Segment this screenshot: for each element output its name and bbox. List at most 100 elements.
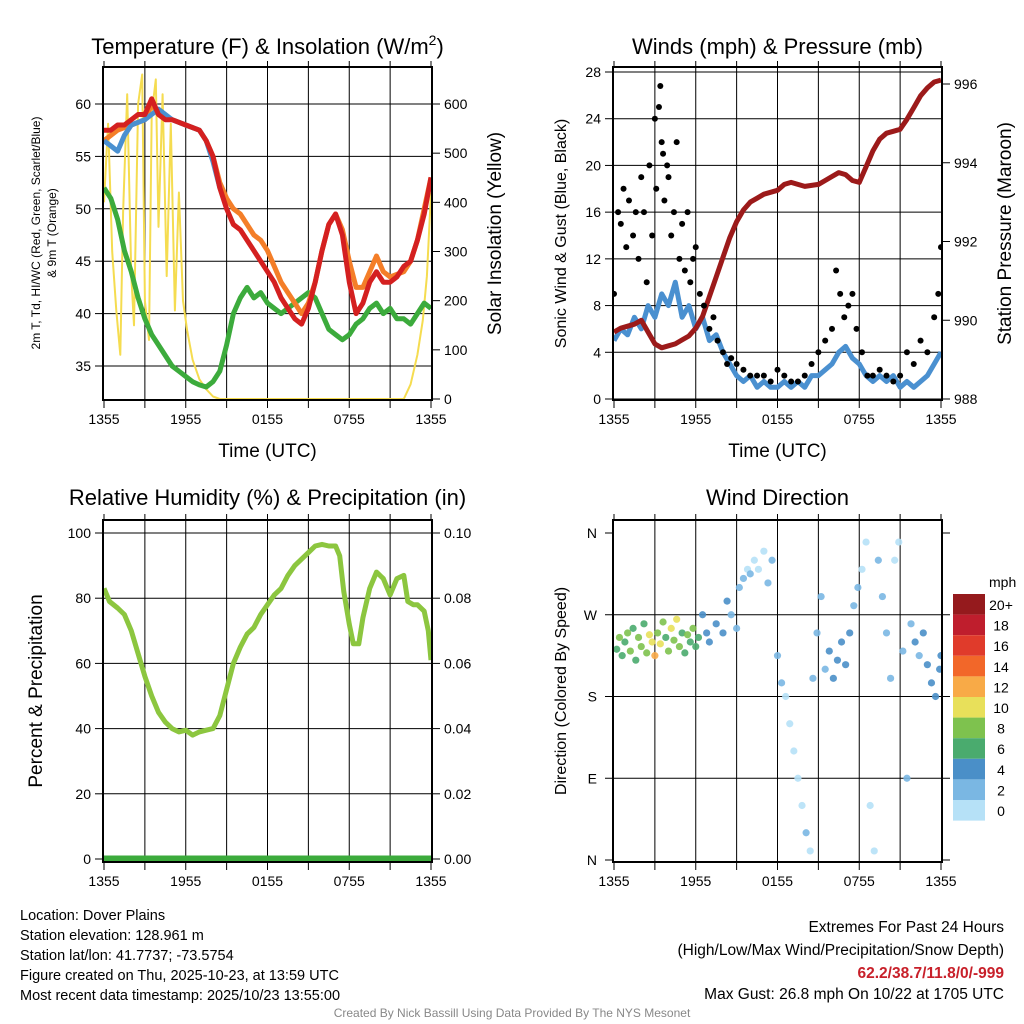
direction-point xyxy=(777,679,786,687)
series-relative-humidity xyxy=(103,541,432,738)
y2-tick-label: 0.00 xyxy=(444,851,471,867)
direction-point xyxy=(733,624,741,632)
direction-point xyxy=(643,649,651,657)
direction-point xyxy=(919,629,927,637)
gust-point xyxy=(808,360,815,367)
direction-point xyxy=(705,638,713,646)
gust-point xyxy=(883,372,890,379)
x-tick-label: 0155 xyxy=(762,411,793,427)
gust-point xyxy=(788,378,795,385)
direction-point xyxy=(686,638,694,646)
direction-point xyxy=(735,583,743,592)
y2-tick-label: 300 xyxy=(444,244,468,260)
wind-direction-points xyxy=(613,538,942,855)
direction-point xyxy=(862,538,870,546)
y-tick-label: 28 xyxy=(585,64,601,80)
gust-point xyxy=(858,349,865,356)
direction-point xyxy=(659,618,667,626)
gust-point xyxy=(710,314,717,321)
legend-swatch xyxy=(953,758,985,780)
title-end: ) xyxy=(436,34,443,59)
gust-point xyxy=(620,185,627,192)
legend-label: 16 xyxy=(993,638,1009,654)
x-axis-label: Time (UTC) xyxy=(218,441,317,462)
gust-point xyxy=(720,349,726,356)
direction-point xyxy=(773,652,782,660)
gust-point xyxy=(615,209,622,216)
direction-point xyxy=(878,592,887,601)
legend-swatch xyxy=(953,697,985,718)
direction-point xyxy=(689,624,697,632)
gust-point xyxy=(747,372,754,379)
y-tick-label: 20 xyxy=(75,786,91,802)
x-tick-label: 1355 xyxy=(925,873,956,889)
y-tick-label: 4 xyxy=(593,344,601,360)
x-tick-label: 0155 xyxy=(252,873,283,889)
direction-point xyxy=(850,602,858,610)
panel-humidity: Relative Humidity (%) & Precipitation (i… xyxy=(26,485,471,889)
gust-point xyxy=(815,349,822,356)
direction-point xyxy=(817,592,825,601)
direction-point xyxy=(907,620,915,628)
x-tick-label: 1355 xyxy=(598,873,629,889)
direction-point xyxy=(760,547,768,555)
direction-point xyxy=(802,829,810,837)
gust-point xyxy=(837,290,844,297)
y2-tick-label: 0 xyxy=(444,391,452,407)
legend-label: 14 xyxy=(993,659,1009,675)
y-tick-label: N xyxy=(587,852,597,868)
y-axis-label-line1: 2m T, Td, HI/WC (Red, Green, Scarlet/Blu… xyxy=(29,117,43,350)
gust-point xyxy=(733,360,740,367)
recent-data-text: Most recent data timestamp: 2025/10/23 1… xyxy=(20,988,341,1004)
y2-tick-label: 988 xyxy=(954,391,978,407)
direction-point xyxy=(624,629,632,637)
direction-point xyxy=(829,674,837,682)
direction-point xyxy=(833,656,842,664)
y2-tick-label: 0.08 xyxy=(444,590,471,606)
direction-point xyxy=(903,774,911,782)
direction-point xyxy=(632,656,640,664)
legend-label: 10 xyxy=(993,700,1009,716)
y-axis-label-line2: & 9m T (Orange) xyxy=(45,188,59,278)
y-tick-label: W xyxy=(584,607,598,623)
direction-point xyxy=(858,565,866,573)
x-tick-label: 1355 xyxy=(415,411,446,427)
y-tick-label: 16 xyxy=(585,204,601,220)
y-tick-label: 80 xyxy=(75,590,91,606)
speed-legend: mph 20+ 18 16 14 12 10 8 6 4 2 0 xyxy=(953,574,1016,821)
gust-point xyxy=(684,209,691,216)
title-main: Temperature (F) & Insolation (W/m xyxy=(91,34,428,59)
direction-point xyxy=(692,642,700,651)
direction-point xyxy=(937,652,942,660)
y-tick-label: 40 xyxy=(75,306,91,322)
gust-point xyxy=(724,360,731,367)
legend-swatch xyxy=(953,635,985,656)
panel-winds: Winds (mph) & Pressure (mb) 1355 1955 0155 0… xyxy=(553,34,1016,462)
direction-point xyxy=(837,638,846,646)
extremes-subtitle: (High/Low/Max Wind/Precipitation/Snow De… xyxy=(677,942,1005,959)
gust-point xyxy=(864,372,871,379)
series-station-pressure xyxy=(613,77,942,351)
direction-point xyxy=(813,629,821,637)
legend-label: 2 xyxy=(997,782,1005,798)
x-tick-label: 1355 xyxy=(598,411,629,427)
legend-label: 6 xyxy=(997,741,1005,757)
direction-point xyxy=(825,647,833,655)
direction-point xyxy=(746,570,754,578)
gust-point xyxy=(623,244,630,251)
gust-point xyxy=(676,255,683,262)
gust-point xyxy=(658,139,665,146)
y2-axis-label: Solar Insolation (Yellow) xyxy=(485,132,506,335)
x-tick-label: 0755 xyxy=(844,411,875,427)
gust-point xyxy=(632,209,639,216)
y-axis-label: Percent & Precipitation xyxy=(26,594,47,787)
y-tick-label: 20 xyxy=(585,157,601,173)
series-gust xyxy=(613,83,942,385)
direction-point xyxy=(927,679,936,687)
gust-point xyxy=(692,244,699,251)
direction-point xyxy=(790,747,798,755)
direction-point xyxy=(681,649,689,657)
x-axis-label: Time (UTC) xyxy=(728,441,827,462)
direction-point xyxy=(895,538,903,546)
